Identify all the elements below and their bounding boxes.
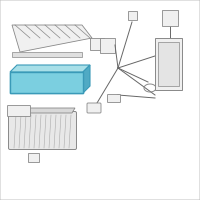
Polygon shape <box>83 65 90 93</box>
FancyBboxPatch shape <box>8 112 76 150</box>
Polygon shape <box>10 108 75 113</box>
FancyBboxPatch shape <box>108 95 120 102</box>
Polygon shape <box>10 72 83 93</box>
Polygon shape <box>162 10 178 26</box>
Polygon shape <box>12 52 82 57</box>
Bar <box>28 153 39 162</box>
Polygon shape <box>12 25 92 52</box>
Polygon shape <box>158 42 179 86</box>
Polygon shape <box>10 72 83 93</box>
Bar <box>128 11 137 20</box>
Polygon shape <box>10 65 90 72</box>
Polygon shape <box>100 38 115 53</box>
FancyBboxPatch shape <box>87 103 101 113</box>
FancyBboxPatch shape <box>8 106 30 116</box>
Polygon shape <box>155 38 182 90</box>
Polygon shape <box>90 38 104 50</box>
